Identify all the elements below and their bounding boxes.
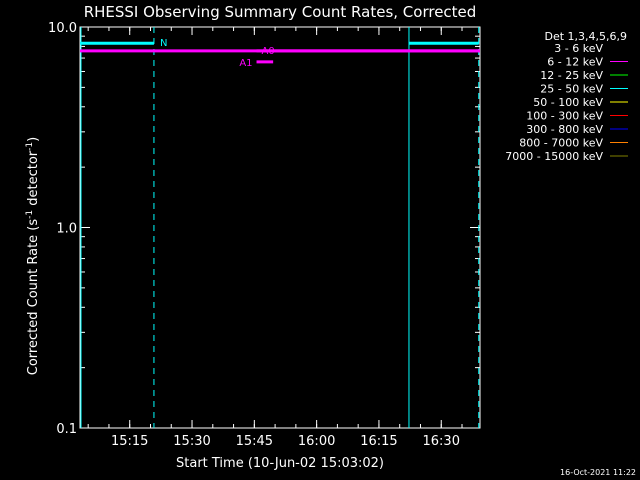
legend-label: 25 - 50 keV: [540, 83, 603, 96]
legend-label: 12 - 25 keV: [540, 69, 603, 82]
y-axis-label-sup2: -1: [25, 142, 35, 151]
legend-label: 7000 - 15000 keV: [505, 150, 603, 163]
attenuator-time-lines: [80, 27, 480, 428]
y-axis-label-sup1: -1: [25, 210, 35, 219]
x-tick-label: 16:15: [360, 434, 397, 449]
legend-label: 300 - 800 keV: [526, 123, 603, 136]
flag-bar-label: A1: [239, 58, 252, 69]
y-tick-label: 1.0: [56, 222, 77, 237]
timestamp: 16-Oct-2021 11:22: [560, 468, 636, 477]
x-tick-label: 15:45: [236, 434, 273, 449]
legend-label: 6 - 12 keV: [547, 56, 603, 69]
x-axis-label: Start Time (10-Jun-02 15:03:02): [176, 456, 384, 471]
y-axis-label: Corrected Count Rate (s-1 detector-1): [25, 137, 41, 375]
y-axis-label-end: ): [26, 137, 41, 142]
legend-label: 800 - 7000 keV: [519, 137, 603, 150]
flag-bars: N A0 A1: [80, 38, 480, 69]
y-axis-label-main: Corrected Count Rate (s: [26, 219, 41, 376]
x-tick-label: 15:30: [173, 434, 210, 449]
legend-label: 100 - 300 keV: [526, 110, 603, 123]
legend-title: Det 1,3,4,5,6,9: [544, 30, 627, 43]
x-tick-label: 15:15: [111, 434, 148, 449]
legend-label: 3 - 6 keV: [554, 42, 603, 55]
flag-bar-label: N: [160, 38, 167, 49]
legend-label: 50 - 100 keV: [533, 96, 603, 109]
flag-bar-label: A0: [262, 46, 275, 57]
x-tick-label: 16:30: [423, 434, 460, 449]
x-tick-label: 16:00: [298, 434, 335, 449]
y-tick-label: 10.0: [48, 21, 77, 36]
x-axis-ticks: 15:15 15:30 15:45 16:00 16:15 16:30: [87, 27, 463, 449]
y-tick-label: 0.1: [56, 422, 77, 437]
chart-title: RHESSI Observing Summary Count Rates, Co…: [84, 3, 477, 21]
y-axis-label-mid: detector: [26, 150, 41, 210]
